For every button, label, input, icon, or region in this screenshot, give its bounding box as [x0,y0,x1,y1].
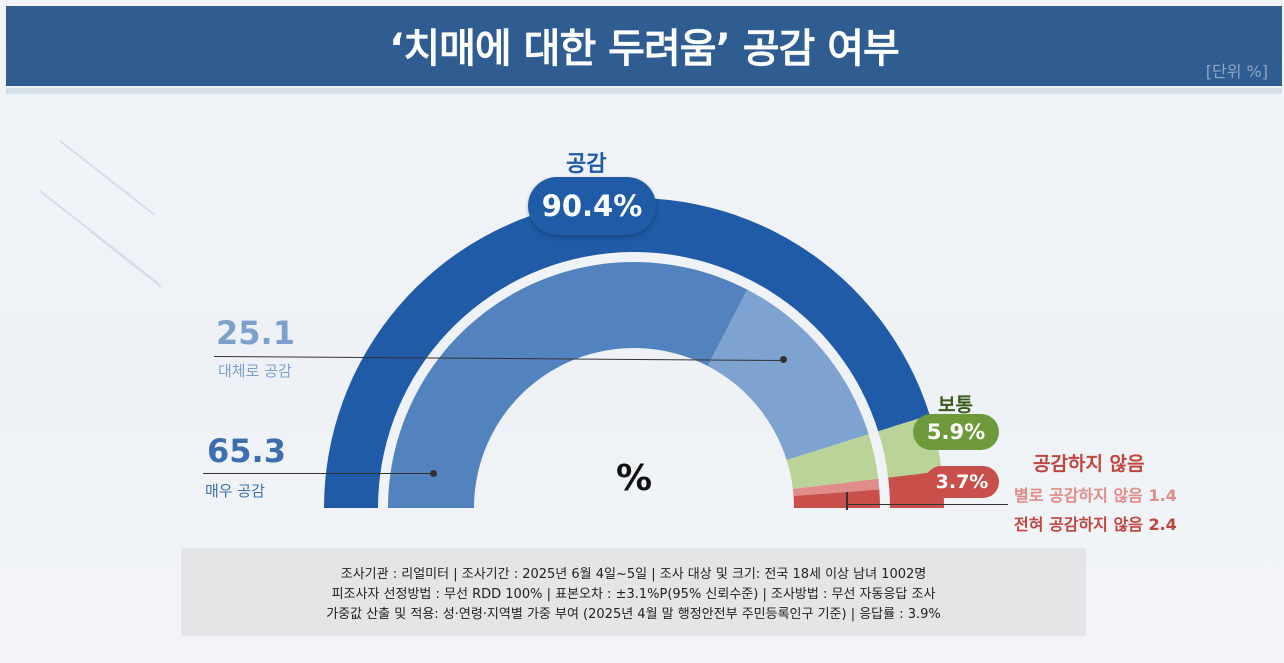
somewhat-agree-value: 25.1 [216,314,295,352]
very-agree-leader [203,473,433,474]
disagree-total-pill: 3.7% [925,466,999,498]
somewhat-agree-dot [780,356,787,363]
not-at-all-agree-arc [793,489,880,508]
agree-group-label: 공감 [566,152,607,177]
center-percent-symbol: % [616,458,653,499]
not-at-all-agree-label: 전혀 공감하지 않음 2.4 [1014,515,1177,534]
agree-group-arc [324,198,930,508]
very-agree-arc [388,261,748,508]
unit-label: [단위 %] [1205,62,1268,81]
page-title: ‘치매에 대한 두려움’ 공감 여부 [389,26,900,72]
survey-info-line-3: 가중값 산출 및 적용: 성·연령·지역별 가중 부여 (2025년 4월 말 … [326,607,941,622]
very-agree-value: 65.3 [207,432,286,470]
survey-info-line-2: 피조사자 선정방법 : 무선 RDD 100% | 표본오차 : ±3.1%P(… [331,587,936,602]
survey-info-box: 조사기관 : 리얼미터 | 조사기간 : 2025년 6월 4일~5일 | 조사… [181,548,1086,636]
disagree-group-label: 공감하지 않음 [1033,453,1145,475]
somewhat-agree-arc [707,289,869,461]
very-agree-dot [430,470,437,477]
header-divider [6,88,1282,94]
not-much-agree-label: 별로 공감하지 않음 1.4 [1014,486,1177,505]
neutral-arc [786,434,879,489]
neutral-label: 보통 [938,394,973,416]
title-bar: ‘치매에 대한 두려움’ 공감 여부 [단위 %] [6,6,1282,86]
not-much-agree-arc [792,478,880,496]
somewhat-agree-label: 대체로 공감 [218,362,292,380]
disagree-bracket [846,492,848,510]
very-agree-label: 매우 공감 [205,482,265,500]
agree-total-pill: 90.4% [528,177,656,235]
survey-info-line-1: 조사기관 : 리얼미터 | 조사기간 : 2025년 6월 4일~5일 | 조사… [340,567,927,582]
neutral-value-pill: 5.9% [913,414,999,450]
disagree-leader [848,504,1008,505]
